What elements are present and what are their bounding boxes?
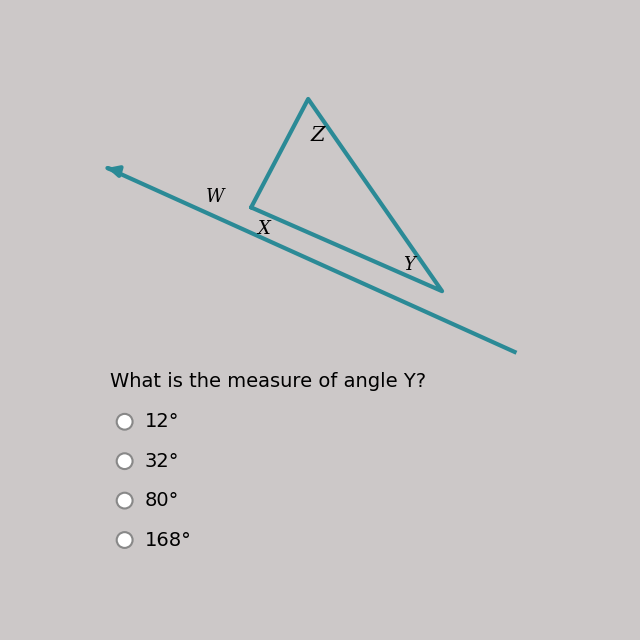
Circle shape <box>116 493 132 509</box>
Text: Z: Z <box>310 126 325 145</box>
Text: 12°: 12° <box>145 412 179 431</box>
Circle shape <box>116 453 132 469</box>
Circle shape <box>116 532 132 548</box>
Text: 80°: 80° <box>145 491 179 510</box>
Text: Y: Y <box>403 256 415 274</box>
Text: X: X <box>257 220 270 237</box>
Text: 32°: 32° <box>145 452 179 470</box>
Circle shape <box>116 414 132 429</box>
Text: W: W <box>205 188 224 205</box>
Text: 168°: 168° <box>145 531 191 550</box>
Text: What is the measure of angle Y?: What is the measure of angle Y? <box>110 372 426 392</box>
